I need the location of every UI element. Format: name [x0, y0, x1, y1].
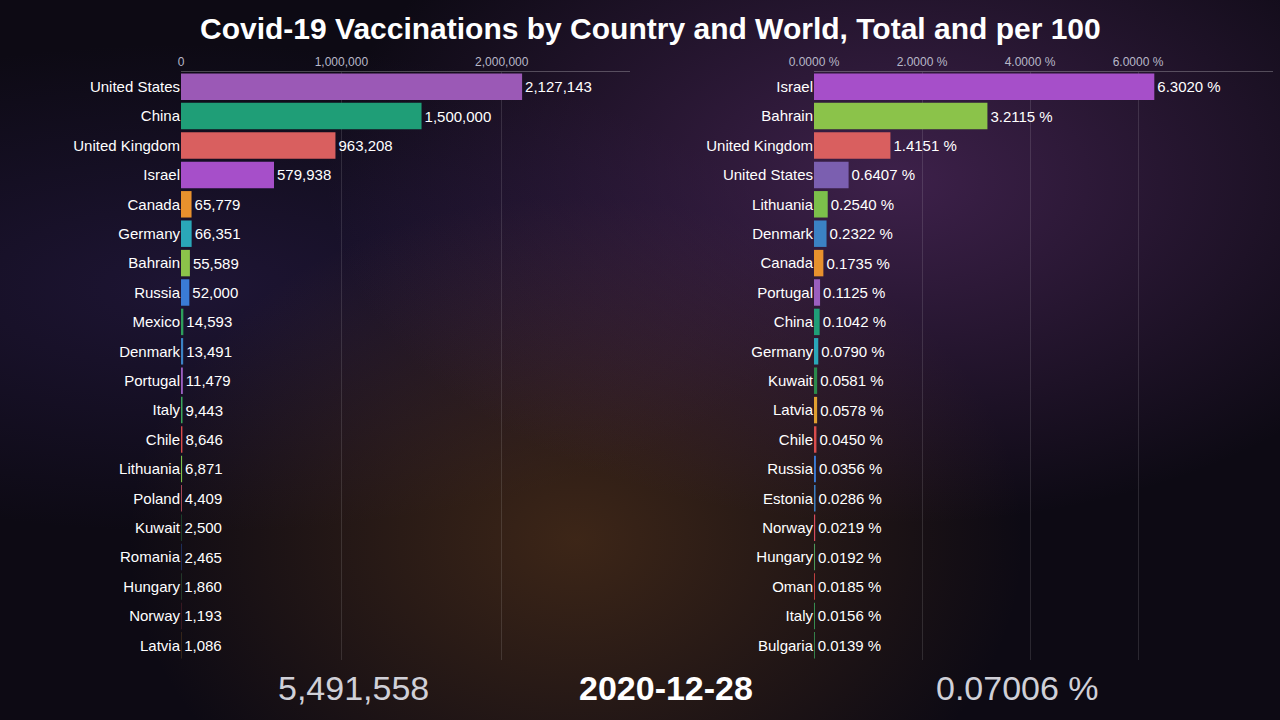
svg-text:1,500,000: 1,500,000: [425, 108, 492, 125]
svg-text:Latvia: Latvia: [773, 401, 814, 418]
svg-text:United States: United States: [90, 78, 180, 95]
svg-text:2.0000 %: 2.0000 %: [897, 55, 948, 69]
svg-text:1,193: 1,193: [184, 607, 222, 624]
svg-text:Israel: Israel: [143, 166, 180, 183]
svg-text:United Kingdom: United Kingdom: [73, 137, 180, 154]
svg-text:0.2540 %: 0.2540 %: [831, 196, 894, 213]
svg-text:963,208: 963,208: [338, 137, 392, 154]
svg-text:1,000,000: 1,000,000: [315, 55, 369, 69]
svg-text:0.2322 %: 0.2322 %: [830, 225, 893, 242]
svg-text:Lithuania: Lithuania: [752, 196, 814, 213]
svg-text:1,086: 1,086: [184, 637, 222, 654]
svg-text:Germany: Germany: [118, 225, 180, 242]
svg-text:0.0581 %: 0.0581 %: [820, 372, 883, 389]
svg-text:0: 0: [178, 55, 185, 69]
svg-text:8,646: 8,646: [185, 431, 223, 448]
svg-text:Covid-19 Vaccinations by Count: Covid-19 Vaccinations by Country and Wor…: [200, 12, 1101, 45]
svg-text:Hungary: Hungary: [123, 578, 180, 595]
svg-text:Latvia: Latvia: [140, 637, 181, 654]
svg-text:Norway: Norway: [762, 519, 813, 536]
svg-text:Lithuania: Lithuania: [119, 460, 181, 477]
svg-text:0.0192 %: 0.0192 %: [818, 549, 881, 566]
svg-text:0.6407 %: 0.6407 %: [852, 166, 915, 183]
svg-text:Kuwait: Kuwait: [768, 372, 814, 389]
svg-text:Denmark: Denmark: [119, 343, 180, 360]
svg-text:Oman: Oman: [772, 578, 813, 595]
svg-text:65,779: 65,779: [195, 196, 241, 213]
svg-text:55,589: 55,589: [193, 255, 239, 272]
svg-text:0.0286 %: 0.0286 %: [819, 490, 882, 507]
svg-text:2,000,000: 2,000,000: [475, 55, 529, 69]
svg-text:Denmark: Denmark: [752, 225, 813, 242]
svg-text:Mexico: Mexico: [132, 313, 180, 330]
svg-text:9,443: 9,443: [186, 402, 224, 419]
svg-text:2,127,143: 2,127,143: [525, 78, 592, 95]
svg-text:United States: United States: [723, 166, 813, 183]
svg-text:0.1735 %: 0.1735 %: [826, 255, 889, 272]
svg-text:0.0139 %: 0.0139 %: [818, 637, 881, 654]
svg-text:3.2115 %: 3.2115 %: [990, 108, 1052, 125]
svg-text:0.0790 %: 0.0790 %: [821, 343, 884, 360]
svg-text:13,491: 13,491: [186, 343, 232, 360]
svg-text:0.07006 %: 0.07006 %: [936, 669, 1099, 707]
svg-text:Kuwait: Kuwait: [135, 519, 181, 536]
svg-text:0.1125 %: 0.1125 %: [823, 284, 885, 301]
svg-text:2,500: 2,500: [184, 519, 222, 536]
svg-text:0.0219 %: 0.0219 %: [818, 519, 881, 536]
svg-text:52,000: 52,000: [192, 284, 238, 301]
svg-text:Norway: Norway: [129, 607, 180, 624]
svg-text:6.3020 %: 6.3020 %: [1157, 78, 1220, 95]
svg-text:0.0000 %: 0.0000 %: [789, 55, 840, 69]
svg-text:1,860: 1,860: [184, 578, 222, 595]
svg-text:Chile: Chile: [779, 431, 813, 448]
svg-text:4.0000 %: 4.0000 %: [1005, 55, 1056, 69]
svg-text:United Kingdom: United Kingdom: [706, 137, 813, 154]
svg-text:Poland: Poland: [133, 490, 180, 507]
svg-text:0.1042 %: 0.1042 %: [823, 313, 886, 330]
svg-text:0.0356 %: 0.0356 %: [819, 460, 882, 477]
svg-text:Hungary: Hungary: [756, 548, 813, 565]
svg-text:0.0450 %: 0.0450 %: [819, 431, 882, 448]
svg-text:Germany: Germany: [751, 343, 813, 360]
svg-text:1.4151 %: 1.4151 %: [893, 137, 956, 154]
svg-text:Bahrain: Bahrain: [128, 254, 180, 271]
svg-text:4,409: 4,409: [185, 490, 223, 507]
svg-text:14,593: 14,593: [186, 313, 232, 330]
svg-text:Russia: Russia: [767, 460, 814, 477]
svg-text:Bahrain: Bahrain: [761, 107, 813, 124]
svg-text:0.0185 %: 0.0185 %: [818, 578, 881, 595]
svg-text:6.0000 %: 6.0000 %: [1113, 55, 1164, 69]
svg-text:Estonia: Estonia: [763, 490, 814, 507]
svg-text:579,938: 579,938: [277, 166, 331, 183]
svg-text:China: China: [141, 107, 181, 124]
svg-text:Portugal: Portugal: [124, 372, 180, 389]
svg-text:Italy: Italy: [785, 607, 813, 624]
svg-text:Italy: Italy: [152, 401, 180, 418]
svg-text:5,491,558: 5,491,558: [278, 669, 429, 707]
svg-text:2020-12-28: 2020-12-28: [579, 669, 753, 707]
svg-text:0.0578 %: 0.0578 %: [820, 402, 883, 419]
svg-text:6,871: 6,871: [185, 460, 223, 477]
svg-text:Bulgaria: Bulgaria: [758, 637, 814, 654]
svg-text:Romania: Romania: [120, 548, 181, 565]
svg-text:Portugal: Portugal: [757, 284, 813, 301]
svg-text:66,351: 66,351: [195, 225, 241, 242]
svg-text:Russia: Russia: [134, 284, 181, 301]
svg-text:Canada: Canada: [760, 254, 813, 271]
svg-text:Israel: Israel: [776, 78, 813, 95]
svg-text:China: China: [774, 313, 814, 330]
svg-text:11,479: 11,479: [186, 372, 231, 389]
svg-text:Canada: Canada: [127, 196, 180, 213]
svg-text:Chile: Chile: [146, 431, 180, 448]
svg-text:0.0156 %: 0.0156 %: [818, 607, 881, 624]
svg-text:2,465: 2,465: [184, 549, 222, 566]
